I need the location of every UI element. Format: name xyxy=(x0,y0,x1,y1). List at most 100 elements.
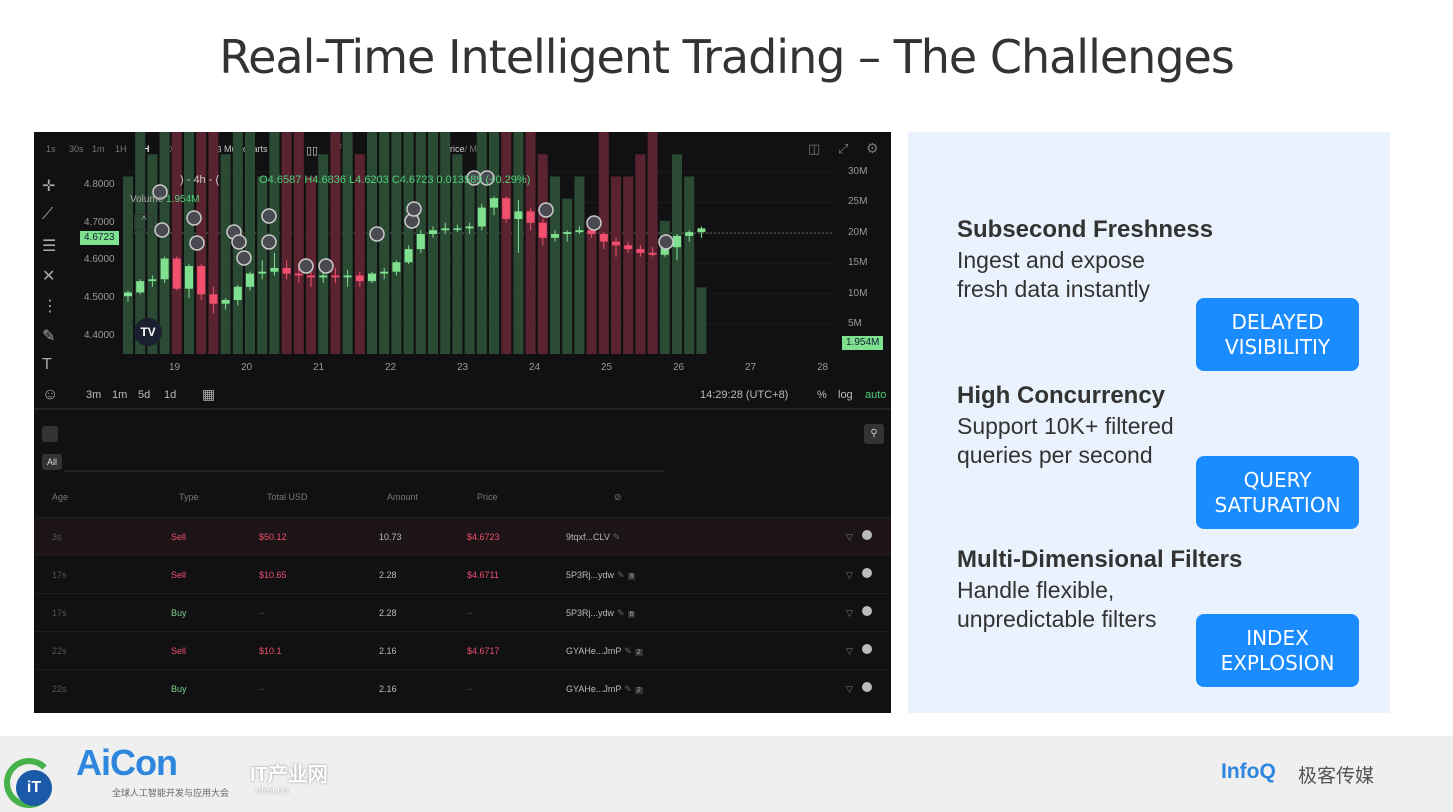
tabs-scrollbar[interactable] xyxy=(64,470,664,472)
price-mc-toggle[interactable]: Price/ MC xyxy=(444,144,484,154)
candle-body xyxy=(246,273,254,287)
fib-icon[interactable]: ☰ xyxy=(42,238,57,255)
interval-1m[interactable]: 1m xyxy=(92,144,105,154)
volume-bar xyxy=(330,132,341,354)
volume-bar xyxy=(659,220,670,354)
price-label: Price xyxy=(444,144,465,154)
candle-type-icon[interactable]: ▯▯ xyxy=(306,145,319,157)
trade-maker[interactable]: GYAHe...JmP ✎ 2 xyxy=(566,684,643,695)
filter-icon[interactable]: ▽ xyxy=(846,608,853,618)
column-header-price[interactable]: Price xyxy=(477,492,498,502)
camera-icon[interactable]: ◫ xyxy=(808,141,821,156)
challenge-tag-line: SATURATION xyxy=(1214,492,1341,517)
trade-type: Sell xyxy=(171,532,187,542)
trade-maker[interactable]: 5P3Rj...ydw ✎ 6 xyxy=(566,608,636,619)
pattern-icon[interactable]: ✕ xyxy=(42,268,56,285)
volume-bar xyxy=(501,132,512,354)
candle-body xyxy=(551,234,559,238)
range-5d[interactable]: 5d xyxy=(138,389,151,401)
panel-divider[interactable] xyxy=(34,408,891,410)
view-icon[interactable] xyxy=(862,530,872,540)
trade-row[interactable]: 22s Sell $10.1 2.16 $4.6717 GYAHe...JmP ✎ 2 ▽ xyxy=(34,631,891,669)
range-1d[interactable]: 1d xyxy=(164,389,177,401)
crosshair-icon[interactable]: ✛ xyxy=(42,178,56,195)
trendline-icon[interactable]: ⟋ xyxy=(42,206,54,223)
filter-icon[interactable]: ▽ xyxy=(846,570,853,580)
trader-avatar xyxy=(406,201,422,217)
challenges-panel: Subsecond Freshness Ingest and expose fres… xyxy=(908,132,1390,713)
percent-toggle[interactable]: % xyxy=(817,389,827,401)
maker-column-icon[interactable]: ⊘ xyxy=(614,492,622,502)
challenge-tag-line: EXPLOSION xyxy=(1220,650,1335,675)
column-header-amount[interactable]: Amount xyxy=(387,492,419,502)
trade-maker[interactable]: 5P3Rj...ydw ✎ 6 xyxy=(566,570,636,581)
edit-icon[interactable]: ✎ xyxy=(624,646,632,656)
column-header-age[interactable]: Age xyxy=(52,492,69,502)
trade-row[interactable]: 22s Buy -- 2.16 -- GYAHe...JmP ✎ 2 ▽ xyxy=(34,669,891,707)
panel-toggle-icon[interactable] xyxy=(42,426,58,442)
auto-toggle[interactable]: auto xyxy=(865,389,887,401)
date-range-icon[interactable]: ▦ xyxy=(202,386,216,402)
trade-row[interactable]: 17s Sell $10.65 2.28 $4.6711 5P3Rj...ydw ✎ 6 ▽ xyxy=(34,555,891,593)
date-tick: 25 xyxy=(601,362,613,373)
trade-row[interactable]: 17s Buy -- 2.28 -- 5P3Rj...ydw ✎ 6 ▽ xyxy=(34,593,891,631)
challenge-description: Handle flexible, xyxy=(957,577,1115,603)
column-header-type[interactable]: Type xyxy=(179,492,199,502)
collapse-legend-button[interactable]: ^ xyxy=(134,214,154,230)
edit-icon[interactable]: ✎ xyxy=(617,570,625,580)
trade-maker[interactable]: GYAHe...JmP ✎ 2 xyxy=(566,646,643,657)
interval-1H[interactable]: 1H xyxy=(115,144,127,154)
candle-body xyxy=(477,207,486,227)
edit-icon[interactable]: ✎ xyxy=(612,532,621,542)
text-tool-icon[interactable]: T xyxy=(42,356,52,373)
challenge-description: queries per second xyxy=(957,442,1153,468)
fullscreen-icon[interactable]: ⤢ xyxy=(838,141,849,156)
view-icon[interactable] xyxy=(862,568,872,578)
trade-total-usd: $10.65 xyxy=(259,570,287,580)
challenge-tag-0: DELAYED VISIBILITIY xyxy=(1196,298,1359,371)
emoji-icon[interactable]: ☺ xyxy=(42,386,59,403)
trade-total-usd: -- xyxy=(259,684,265,694)
tab-all[interactable]: All xyxy=(42,454,63,470)
interval-30s[interactable]: 30s xyxy=(69,144,84,154)
filter-settings-button[interactable]: ⚲ xyxy=(864,424,884,444)
prediction-icon[interactable]: ⋮ xyxy=(42,298,58,315)
challenge-tag-2: INDEX EXPLOSION xyxy=(1196,614,1359,687)
brush-icon[interactable]: ✎ xyxy=(42,328,56,345)
volume-bar xyxy=(525,132,536,355)
range-1m[interactable]: 1m xyxy=(112,389,128,401)
filter-icon[interactable]: ▽ xyxy=(846,532,853,542)
volume-bar xyxy=(623,176,634,354)
column-header-total-usd[interactable]: Total USD xyxy=(267,492,308,502)
filter-icon[interactable]: ▽ xyxy=(846,646,853,656)
date-tick: 22 xyxy=(385,362,397,373)
edit-icon[interactable]: ✎ xyxy=(617,608,625,618)
settings-icon[interactable]: ⚙ xyxy=(866,140,879,156)
volume-bar xyxy=(379,132,390,354)
candle-body xyxy=(648,252,657,255)
filter-icon[interactable]: ▽ xyxy=(846,684,853,694)
trade-maker[interactable]: 9tqxf...CLV ✎ xyxy=(566,532,620,543)
log-toggle[interactable]: log xyxy=(838,389,853,401)
range-3m[interactable]: 3m xyxy=(86,389,102,401)
tradingview-logo[interactable]: TV xyxy=(134,318,162,346)
price-chart[interactable] xyxy=(34,132,891,362)
edit-icon[interactable]: ✎ xyxy=(624,684,632,694)
candle-body xyxy=(148,279,157,282)
slide-title: Real-Time Intelligent Trading – The Chal… xyxy=(219,30,1235,84)
interval-1s[interactable]: 1s xyxy=(46,144,56,154)
candle-body xyxy=(380,271,389,274)
candle-body xyxy=(294,273,303,276)
infoq-logo: InfoQ xyxy=(1221,760,1276,783)
view-icon[interactable] xyxy=(862,682,872,692)
clock-time: 14:29:28 (UTC+8) xyxy=(700,389,789,401)
trade-price: $4.6711 xyxy=(467,570,499,580)
volume-bar xyxy=(696,287,707,354)
trader-avatar xyxy=(658,234,674,250)
view-icon[interactable] xyxy=(862,644,872,654)
date-tick: 19 xyxy=(169,362,181,373)
date-tick: 26 xyxy=(673,362,685,373)
trade-row[interactable]: 3s Sell $50.12 10.73 $4.6723 9tqxf...CLV ✎ ▽ xyxy=(34,517,891,555)
view-icon[interactable] xyxy=(862,606,872,616)
candle-body xyxy=(124,292,132,297)
